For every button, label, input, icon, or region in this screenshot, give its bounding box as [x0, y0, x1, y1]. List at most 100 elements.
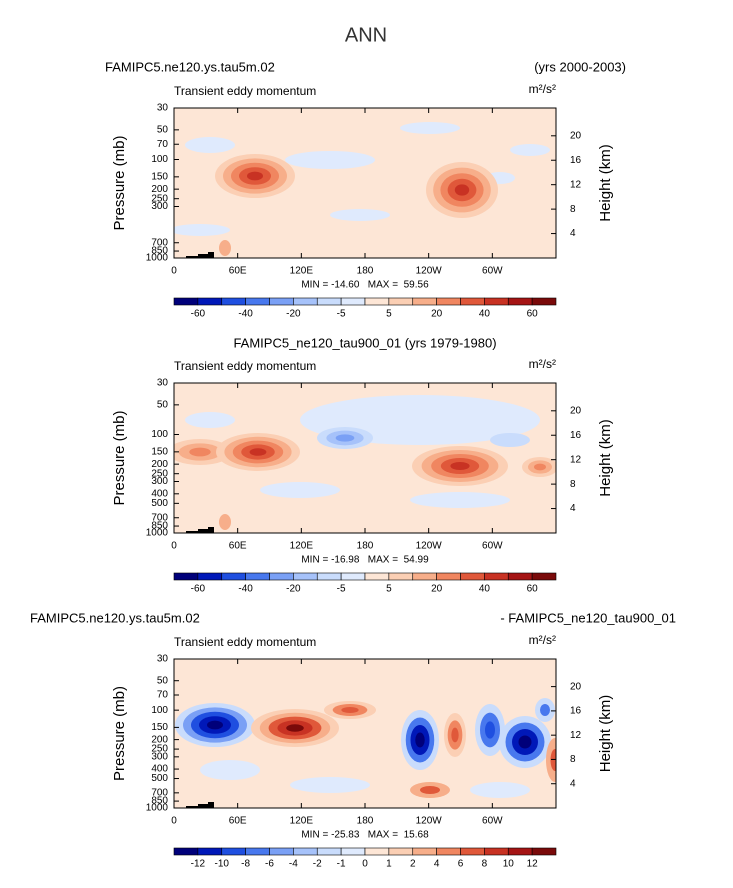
colorbar-box — [197, 847, 223, 856]
y-tick-label: 300 — [151, 476, 168, 487]
colorbar-label: 5 — [386, 584, 392, 595]
contour-fill — [249, 448, 267, 456]
y-tick-label: 500 — [151, 498, 168, 509]
y-tick-label: 150 — [151, 171, 168, 182]
colorbar-box — [269, 572, 294, 581]
colorbar-box — [221, 572, 246, 581]
y-axis-title: Pressure (mb) — [111, 410, 128, 505]
y2-tick-label: 4 — [570, 228, 576, 239]
colorbar-label: 60 — [527, 309, 539, 320]
colorbar-box — [484, 297, 509, 306]
colorbar-box — [412, 297, 437, 306]
contour-fill — [420, 786, 440, 794]
colorbar-box — [197, 572, 223, 581]
y-tick-label: 200 — [151, 184, 168, 195]
y-tick-label: 700 — [151, 512, 168, 523]
colorbar-label: 2 — [410, 859, 416, 870]
colorbar-box — [460, 572, 485, 581]
contour-fill — [451, 727, 459, 743]
colorbar-box — [269, 297, 294, 306]
colorbar-label: -5 — [337, 584, 346, 595]
contour-fill — [207, 720, 223, 730]
panel-subtitle: Transient eddy momentum — [174, 84, 316, 98]
colorbar-box — [316, 847, 342, 856]
panel-title-left: FAMIPC5.ne120.ys.tau5m.02 — [30, 610, 200, 625]
y-tick-label: 70 — [157, 139, 169, 150]
colorbar-box — [340, 847, 366, 856]
contour-fill — [540, 704, 550, 716]
contour-fill — [534, 463, 546, 471]
y-tick-label: 300 — [151, 751, 168, 762]
colorbar-box — [173, 572, 199, 581]
figure-title: ANN — [345, 24, 387, 46]
y-tick-label: 50 — [157, 675, 169, 686]
colorbar-label: -12 — [191, 859, 206, 870]
colorbar-box — [173, 297, 199, 306]
colorbar-box — [221, 847, 246, 856]
contour-fill — [174, 224, 230, 236]
contour-field — [174, 108, 556, 258]
panel-title-left: FAMIPC5.ne120.ys.tau5m.02 — [105, 59, 275, 74]
x-tick-label: 60E — [229, 541, 247, 552]
y2-tick-label: 20 — [570, 681, 582, 692]
colorbar-box — [436, 572, 461, 581]
y2-axis-title: Height (km) — [597, 419, 614, 497]
colorbar-label: -20 — [286, 309, 301, 320]
x-tick-label: 60W — [482, 816, 503, 827]
colorbar-label: 40 — [479, 584, 491, 595]
y-tick-label: 100 — [151, 429, 168, 440]
colorbar-box — [293, 572, 318, 581]
x-tick-label: 120W — [416, 541, 443, 552]
x-tick-label: 60W — [482, 266, 503, 277]
contour-fill — [189, 447, 211, 457]
colorbar-box — [364, 572, 390, 581]
colorbar-label: -60 — [191, 584, 206, 595]
y2-tick-label: 16 — [570, 430, 582, 441]
y-tick-label: 200 — [151, 459, 168, 470]
contour-fill — [485, 721, 495, 739]
stats: MIN = -25.83 MAX = 15.68 — [301, 830, 429, 841]
colorbar-box — [531, 847, 557, 856]
colorbar-label: 60 — [527, 584, 539, 595]
y2-tick-label: 8 — [570, 754, 576, 765]
colorbar-box — [460, 847, 485, 856]
colorbar-box — [364, 847, 390, 856]
y2-tick-label: 12 — [570, 730, 582, 741]
colorbar-box — [436, 297, 461, 306]
panel-title-right: (yrs 2000-2003) — [534, 59, 626, 74]
colorbar-label: 1 — [386, 859, 392, 870]
y2-tick-label: 8 — [570, 204, 576, 215]
colorbar-label: -60 — [191, 309, 206, 320]
y2-tick-label: 12 — [570, 454, 582, 465]
contour-fill — [200, 760, 260, 780]
y-tick-label: 30 — [157, 378, 169, 389]
colorbar-box — [269, 847, 294, 856]
panel-subtitle: Transient eddy momentum — [174, 359, 316, 373]
contour-field — [174, 659, 556, 808]
colorbar-box — [388, 572, 414, 581]
colorbar-label: 20 — [431, 309, 443, 320]
y-tick-label: 250 — [151, 744, 168, 755]
colorbar-label: 5 — [386, 309, 392, 320]
colorbar-box — [340, 572, 366, 581]
y-tick-label: 150 — [151, 446, 168, 457]
y-tick-label: 300 — [151, 201, 168, 212]
colorbar-box — [293, 847, 318, 856]
colorbar-box — [507, 847, 533, 856]
y2-tick-label: 16 — [570, 706, 582, 717]
panel-title-right: - FAMIPC5_ne120_tau900_01 — [500, 610, 676, 625]
colorbar-label: 6 — [458, 859, 464, 870]
colorbar-label: 0 — [362, 859, 368, 870]
contour-fill — [400, 122, 460, 134]
x-tick-label: 0 — [171, 541, 177, 552]
colorbar-label: -5 — [337, 309, 346, 320]
colorbar-box — [531, 297, 557, 306]
colorbar-box — [245, 297, 270, 306]
x-tick-label: 0 — [171, 816, 177, 827]
colorbar-label: -8 — [241, 859, 250, 870]
colorbar-label: -40 — [238, 309, 253, 320]
colorbar-box — [484, 847, 509, 856]
colorbar-label: -20 — [286, 584, 301, 595]
contour-fill — [415, 732, 425, 748]
